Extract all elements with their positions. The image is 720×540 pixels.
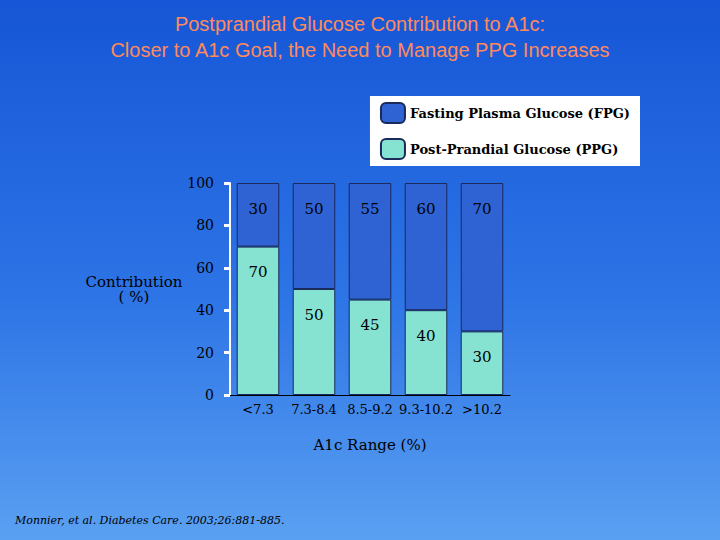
svg-text:Postprandial Glucose Contribut: Postprandial Glucose Contribution to A1c…	[175, 13, 545, 35]
svg-text:Fasting Plasma Glucose (FPG): Fasting Plasma Glucose (FPG)	[410, 106, 630, 121]
svg-text:70: 70	[248, 263, 267, 281]
svg-text:45: 45	[360, 316, 379, 334]
svg-text:30: 30	[248, 200, 267, 218]
svg-text:7.3-8.4: 7.3-8.4	[291, 402, 337, 417]
svg-text:55: 55	[360, 200, 379, 218]
svg-text:9.3-10.2: 9.3-10.2	[399, 402, 453, 417]
svg-text:>10.2: >10.2	[462, 402, 502, 417]
svg-text:50: 50	[304, 306, 323, 324]
svg-text:20: 20	[196, 345, 214, 361]
svg-text:Monnier, et al. Diabetes Care.: Monnier, et al. Diabetes Care. 2003;26:8…	[14, 514, 284, 527]
svg-text:80: 80	[196, 217, 214, 233]
svg-text:50: 50	[304, 200, 323, 218]
svg-text:70: 70	[472, 200, 491, 218]
svg-text:8.5-9.2: 8.5-9.2	[347, 402, 393, 417]
svg-text:60: 60	[416, 200, 435, 218]
svg-text:<7.3: <7.3	[242, 402, 274, 417]
svg-text:( %): ( %)	[119, 288, 150, 306]
svg-text:Contribution: Contribution	[85, 272, 183, 291]
svg-text:A1c Range (%): A1c Range (%)	[313, 436, 427, 454]
svg-text:40: 40	[416, 327, 435, 345]
svg-text:60: 60	[196, 260, 214, 276]
svg-text:Post-Prandial Glucose (PPG): Post-Prandial Glucose (PPG)	[410, 142, 618, 157]
svg-text:30: 30	[472, 348, 491, 366]
svg-text:0: 0	[205, 387, 214, 403]
svg-text:Closer to A1c Goal, the Need t: Closer to A1c Goal, the Need to Manage P…	[110, 39, 609, 61]
svg-text:100: 100	[187, 175, 214, 191]
svg-text:40: 40	[196, 302, 214, 318]
